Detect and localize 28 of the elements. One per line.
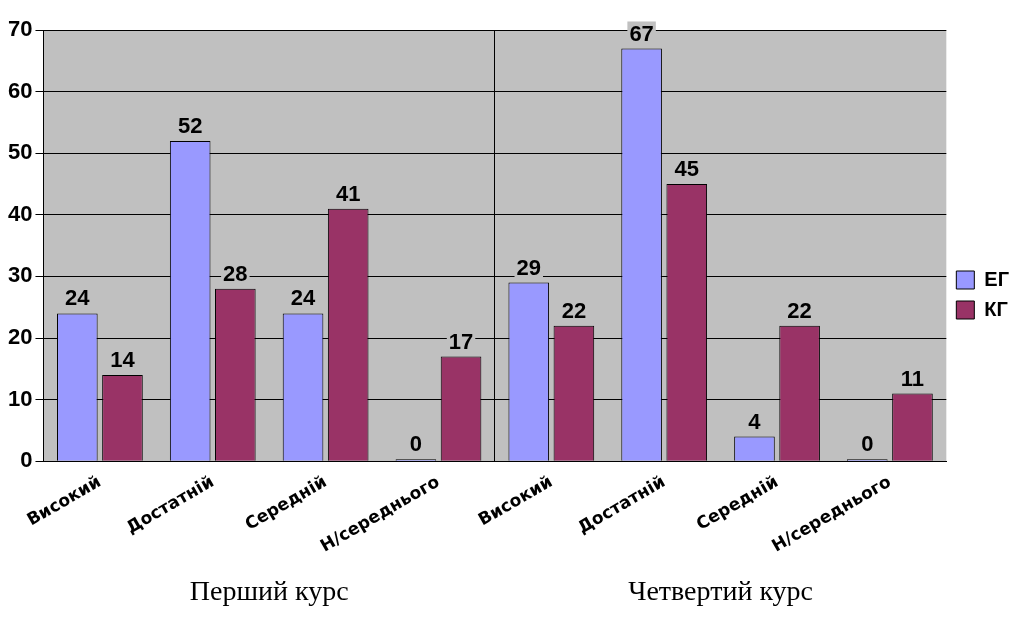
y-tick-label: 60 — [7, 77, 33, 103]
data-label: 22 — [787, 297, 812, 323]
data-label: 22 — [561, 297, 587, 323]
legend-label: КГ — [984, 297, 1008, 320]
data-label: 0 — [409, 431, 423, 457]
y-tick-label: 30 — [7, 262, 33, 288]
y-tick-label: 70 — [7, 16, 33, 42]
y-tick-label: 0 — [20, 447, 33, 473]
data-label: 11 — [900, 365, 925, 391]
data-label: 14 — [110, 347, 136, 373]
text: Четвертий курс — [628, 575, 814, 607]
data-label: 29 — [516, 254, 541, 280]
data-label: 0 — [861, 431, 874, 457]
data-label: 67 — [629, 20, 654, 46]
data-label: 52 — [177, 112, 203, 138]
data-label: 4 — [748, 408, 762, 434]
y-tick-label: 50 — [7, 139, 33, 165]
y-tick-label: 20 — [7, 324, 33, 350]
y-tick-label: 10 — [7, 385, 33, 411]
legend-label: ЕГ — [984, 267, 1010, 290]
data-label: 24 — [290, 285, 317, 311]
data-label: 28 — [223, 260, 248, 286]
text: Перший курс — [189, 575, 349, 607]
y-tick-label: 40 — [7, 200, 33, 226]
data-label: 24 — [65, 285, 91, 311]
data-label: 45 — [674, 156, 699, 182]
data-label: 17 — [448, 328, 474, 354]
data-label: 41 — [335, 180, 361, 206]
